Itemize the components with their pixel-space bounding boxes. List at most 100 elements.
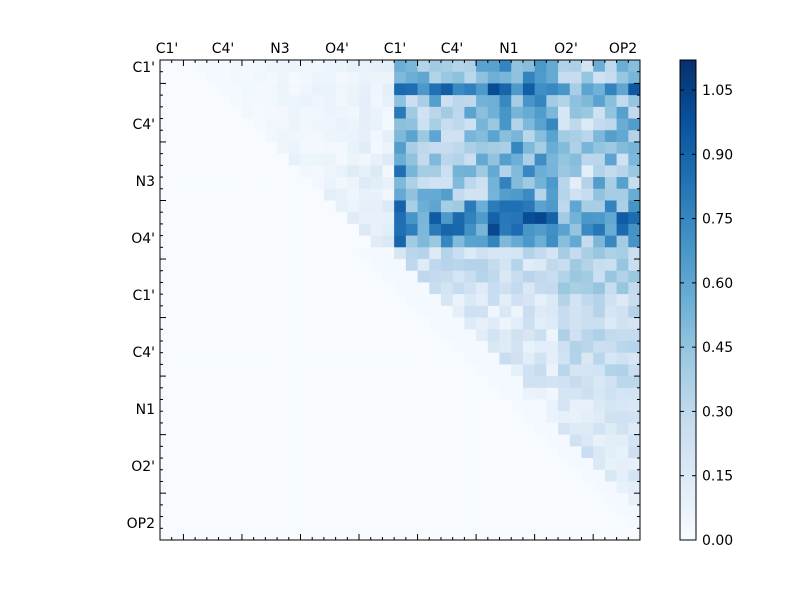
heatmap-cell — [171, 294, 184, 307]
heatmap-cell — [417, 411, 430, 424]
heatmap-cell — [429, 212, 442, 225]
heatmap-cell — [440, 270, 454, 283]
heatmap-cell — [440, 528, 454, 541]
heatmap-cell — [277, 305, 290, 318]
heatmap-cell — [335, 411, 348, 424]
heatmap-cell — [160, 165, 173, 178]
heatmap-cell — [183, 528, 196, 541]
heatmap-cell — [230, 434, 243, 447]
heatmap-cell — [581, 95, 594, 108]
colorbar-ticks: 0.000.150.300.450.600.750.901.05 — [680, 83, 733, 549]
heatmap-cell — [277, 528, 290, 541]
heatmap-cell — [546, 294, 559, 307]
heatmap-cell — [160, 458, 173, 471]
heatmap-cell — [616, 71, 629, 84]
heatmap-cell — [323, 317, 337, 330]
heatmap-cell — [241, 247, 255, 260]
heatmap-cell — [253, 71, 266, 84]
heatmap-cell — [312, 329, 325, 342]
heatmap-cell — [241, 399, 255, 412]
heatmap-cell — [265, 259, 278, 272]
heatmap-cell — [581, 60, 594, 73]
heatmap-cell — [476, 223, 489, 237]
heatmap-cell — [218, 282, 231, 295]
heatmap-cell — [487, 282, 500, 295]
heatmap-cell — [417, 399, 430, 412]
heatmap-cell — [183, 60, 196, 73]
heatmap-cell — [218, 516, 231, 529]
heatmap-cell — [230, 282, 243, 295]
heatmap-cell — [347, 516, 360, 529]
heatmap-cell — [300, 118, 313, 131]
heatmap-cell — [558, 235, 571, 248]
heatmap-cell — [218, 493, 231, 506]
heatmap-cell — [195, 411, 208, 424]
heatmap-cell — [464, 493, 477, 506]
heatmap-cell — [312, 493, 325, 506]
heatmap-cell — [183, 516, 196, 529]
heatmap-cell — [253, 95, 266, 108]
heatmap-cell — [312, 153, 325, 166]
heatmap-cell — [230, 493, 243, 506]
heatmap-cell — [195, 376, 208, 389]
heatmap-cell — [534, 177, 547, 190]
heatmap-cell — [628, 528, 641, 541]
heatmap-cell — [546, 153, 559, 166]
heatmap-cell — [312, 223, 325, 237]
heatmap-cell — [160, 282, 173, 295]
heatmap-cell — [288, 399, 301, 412]
heatmap-cell — [464, 329, 477, 342]
heatmap-cell — [370, 340, 383, 354]
heatmap-cell — [452, 165, 465, 178]
heatmap-cell — [417, 259, 430, 272]
heatmap-cell — [183, 305, 196, 318]
heatmap-cell — [628, 329, 641, 342]
heatmap-cell — [312, 352, 325, 365]
heatmap-cell — [593, 177, 606, 190]
heatmap-cell — [593, 259, 606, 272]
heatmap-cell — [394, 165, 407, 178]
heatmap-cell — [171, 153, 184, 166]
heatmap-cell — [452, 458, 465, 471]
heatmap-cell — [323, 60, 337, 73]
heatmap-cell — [628, 422, 641, 436]
heatmap-cell — [312, 504, 325, 517]
heatmap-cell — [593, 493, 606, 506]
heatmap-cell — [382, 329, 395, 342]
heatmap-cell — [171, 504, 184, 517]
heatmap-cell — [417, 130, 430, 143]
heatmap-cell — [546, 270, 559, 283]
heatmap-cell — [452, 516, 465, 529]
heatmap-cell — [195, 259, 208, 272]
heatmap-cell — [253, 83, 266, 96]
heatmap-cell — [558, 200, 571, 213]
heatmap-cell — [546, 282, 559, 295]
x-tick-labels: C1' C4' N3 O4' C1' C4' N1 O2' OP2 — [156, 41, 637, 57]
heatmap-cell — [440, 259, 454, 272]
heatmap-cell — [300, 422, 313, 436]
heatmap-cell — [171, 259, 184, 272]
heatmap-cell — [335, 165, 348, 178]
heatmap-cell — [499, 340, 512, 354]
heatmap-cell — [546, 352, 559, 365]
heatmap-cell — [230, 399, 243, 412]
heatmap-cell — [569, 317, 582, 330]
heatmap-cell — [394, 177, 407, 190]
heatmap-cell — [417, 294, 430, 307]
heatmap-cell — [323, 95, 337, 108]
heatmap-cell — [405, 106, 418, 119]
heatmap-cell — [464, 305, 477, 318]
heatmap-cell — [487, 528, 500, 541]
heatmap-cell — [160, 481, 173, 494]
heatmap-cell — [171, 130, 184, 143]
heatmap-cell — [253, 177, 266, 190]
heatmap-cell — [569, 282, 582, 295]
heatmap-cell — [417, 469, 430, 482]
heatmap-cell — [452, 247, 465, 260]
heatmap-cell — [417, 188, 430, 201]
heatmap-cell — [195, 399, 208, 412]
heatmap-cell — [452, 305, 465, 318]
heatmap-cell — [230, 352, 243, 365]
heatmap-cell — [382, 118, 395, 131]
heatmap-cell — [394, 516, 407, 529]
